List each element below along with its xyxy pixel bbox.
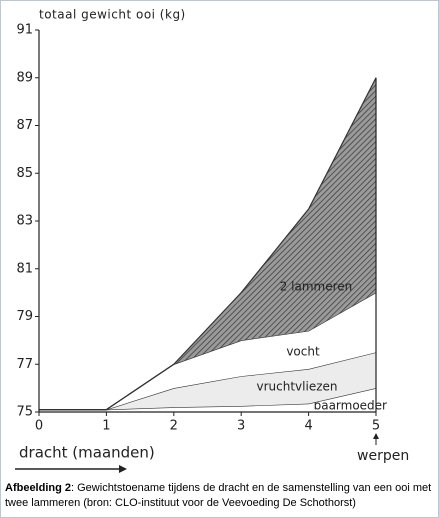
area	[39, 292, 376, 410]
caption-text: : Gewichtstoename tijdens de dracht en d…	[5, 482, 432, 509]
area	[39, 77, 376, 410]
area-outline	[39, 77, 377, 411]
x-axis-title: dracht (maanden)	[19, 444, 155, 462]
y-tick-label: 83	[16, 214, 33, 229]
y-tick-label: 81	[16, 261, 33, 276]
x-tick-label: 4	[304, 419, 312, 434]
area	[39, 388, 376, 412]
series-label: vocht	[286, 345, 320, 359]
x-tick-label: 1	[102, 419, 110, 434]
y-tick-label: 77	[16, 357, 33, 372]
y-tick-label: 89	[16, 70, 33, 85]
caption: Afbeelding 2: Gewichtstoename tijdens de…	[5, 481, 435, 511]
x-tick-label: 2	[170, 419, 178, 434]
y-axis-title: totaal gewicht ooi (kg)	[39, 8, 186, 22]
chart: totaal gewicht ooi (kg) dracht (maanden)…	[15, 8, 409, 473]
caption-label: Afbeelding 2	[5, 482, 72, 494]
arrow-head	[119, 465, 127, 473]
x-tick-label: 0	[35, 419, 43, 434]
series-label: vruchtvliezen	[257, 380, 338, 394]
series-label: 2 lammeren	[280, 280, 353, 294]
y-tick-label: 85	[16, 166, 33, 181]
series-label: baarmoeder	[314, 399, 387, 413]
x-annotation: werpen	[357, 448, 409, 464]
y-tick-label: 87	[16, 118, 33, 133]
y-tick-label: 91	[16, 23, 33, 38]
x-tick-label: 5	[372, 419, 380, 434]
x-tick-label: 3	[237, 419, 245, 434]
y-tick-label: 79	[16, 309, 33, 324]
arrow-head	[373, 433, 379, 439]
area	[39, 352, 376, 410]
y-tick-label: 75	[16, 405, 33, 420]
